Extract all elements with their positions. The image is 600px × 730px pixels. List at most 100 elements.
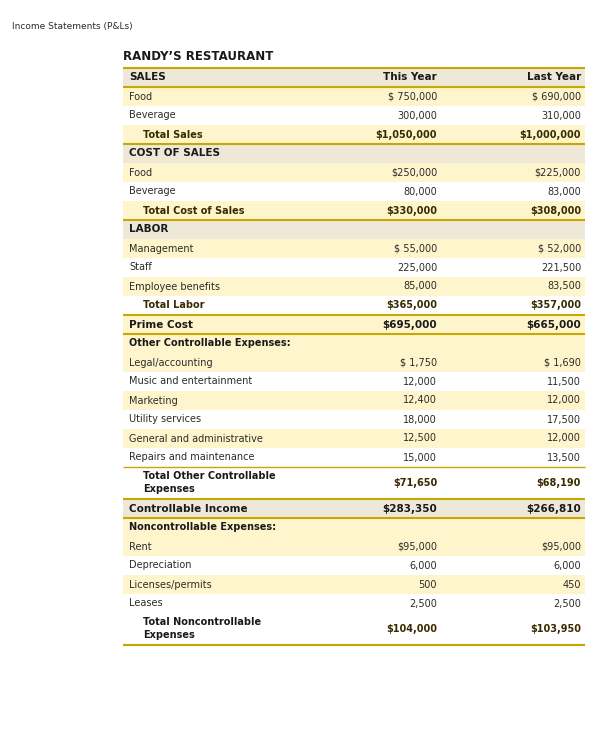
Text: Repairs and maintenance: Repairs and maintenance: [129, 453, 254, 463]
Text: Noncontrollable Expenses:: Noncontrollable Expenses:: [129, 523, 276, 532]
Text: Beverage: Beverage: [129, 186, 176, 196]
Bar: [123, 315, 585, 334]
Bar: [123, 87, 585, 106]
Bar: [123, 467, 585, 499]
Text: Expenses: Expenses: [143, 484, 195, 493]
Text: Marketing: Marketing: [129, 396, 178, 405]
Text: 11,500: 11,500: [547, 377, 581, 386]
Bar: [123, 594, 585, 613]
Text: $250,000: $250,000: [391, 167, 437, 177]
Bar: [123, 239, 585, 258]
Bar: [123, 68, 585, 87]
Bar: [123, 499, 585, 518]
Text: COST OF SALES: COST OF SALES: [129, 148, 220, 158]
Text: Food: Food: [129, 167, 152, 177]
Bar: [123, 277, 585, 296]
Text: Employee benefits: Employee benefits: [129, 282, 220, 291]
Text: Music and entertainment: Music and entertainment: [129, 377, 252, 386]
Text: Total Sales: Total Sales: [143, 129, 203, 139]
Text: $95,000: $95,000: [541, 542, 581, 551]
Text: Income Statements (P&Ls): Income Statements (P&Ls): [12, 22, 133, 31]
Text: Rent: Rent: [129, 542, 152, 551]
Text: 300,000: 300,000: [397, 110, 437, 120]
Text: Licenses/permits: Licenses/permits: [129, 580, 212, 590]
Bar: [123, 201, 585, 220]
Text: 12,000: 12,000: [547, 396, 581, 405]
Text: Total Noncontrollable: Total Noncontrollable: [143, 617, 261, 627]
Bar: [123, 537, 585, 556]
Text: $1,000,000: $1,000,000: [520, 129, 581, 139]
Bar: [123, 556, 585, 575]
Text: $283,350: $283,350: [382, 504, 437, 513]
Text: $357,000: $357,000: [530, 301, 581, 310]
Text: $ 1,690: $ 1,690: [544, 358, 581, 367]
Text: $266,810: $266,810: [526, 504, 581, 513]
Text: $ 750,000: $ 750,000: [388, 91, 437, 101]
Text: Depreciation: Depreciation: [129, 561, 191, 571]
Text: Food: Food: [129, 91, 152, 101]
Text: 221,500: 221,500: [541, 263, 581, 272]
Text: 225,000: 225,000: [397, 263, 437, 272]
Text: This Year: This Year: [383, 72, 437, 82]
Bar: [123, 448, 585, 467]
Text: Management: Management: [129, 244, 193, 253]
Bar: [123, 163, 585, 182]
Bar: [123, 144, 585, 163]
Text: $665,000: $665,000: [526, 320, 581, 329]
Text: Prime Cost: Prime Cost: [129, 320, 193, 329]
Bar: [123, 353, 585, 372]
Text: Beverage: Beverage: [129, 110, 176, 120]
Text: Controllable Income: Controllable Income: [129, 504, 248, 513]
Text: $225,000: $225,000: [535, 167, 581, 177]
Text: 12,500: 12,500: [403, 434, 437, 444]
Bar: [123, 429, 585, 448]
Text: $71,650: $71,650: [393, 478, 437, 488]
Text: Total Cost of Sales: Total Cost of Sales: [143, 206, 245, 215]
Text: $95,000: $95,000: [397, 542, 437, 551]
Bar: [123, 296, 585, 315]
Text: $1,050,000: $1,050,000: [376, 129, 437, 139]
Text: Expenses: Expenses: [143, 630, 195, 639]
Text: Utility services: Utility services: [129, 415, 201, 425]
Text: General and administrative: General and administrative: [129, 434, 263, 444]
Text: $330,000: $330,000: [386, 206, 437, 215]
Bar: [123, 182, 585, 201]
Text: $308,000: $308,000: [530, 206, 581, 215]
Text: 83,000: 83,000: [547, 186, 581, 196]
Text: Leases: Leases: [129, 599, 163, 609]
Text: $ 690,000: $ 690,000: [532, 91, 581, 101]
Bar: [123, 106, 585, 125]
Text: $ 1,750: $ 1,750: [400, 358, 437, 367]
Text: 450: 450: [563, 580, 581, 590]
Text: 80,000: 80,000: [403, 186, 437, 196]
Text: Other Controllable Expenses:: Other Controllable Expenses:: [129, 339, 290, 348]
Text: $103,950: $103,950: [530, 624, 581, 634]
Bar: [123, 613, 585, 645]
Text: Last Year: Last Year: [527, 72, 581, 82]
Text: 12,000: 12,000: [403, 377, 437, 386]
Text: 6,000: 6,000: [553, 561, 581, 571]
Text: Staff: Staff: [129, 263, 152, 272]
Text: $365,000: $365,000: [386, 301, 437, 310]
Text: 2,500: 2,500: [409, 599, 437, 609]
Text: 500: 500: [419, 580, 437, 590]
Text: $ 55,000: $ 55,000: [394, 244, 437, 253]
Text: $695,000: $695,000: [382, 320, 437, 329]
Text: $68,190: $68,190: [536, 478, 581, 488]
Text: 13,500: 13,500: [547, 453, 581, 463]
Text: 310,000: 310,000: [541, 110, 581, 120]
Bar: [123, 575, 585, 594]
Text: $ 52,000: $ 52,000: [538, 244, 581, 253]
Text: 17,500: 17,500: [547, 415, 581, 425]
Text: Total Labor: Total Labor: [143, 301, 205, 310]
Text: 83,500: 83,500: [547, 282, 581, 291]
Text: 18,000: 18,000: [403, 415, 437, 425]
Bar: [123, 410, 585, 429]
Text: Total Other Controllable: Total Other Controllable: [143, 471, 275, 481]
Text: 2,500: 2,500: [553, 599, 581, 609]
Text: 85,000: 85,000: [403, 282, 437, 291]
Bar: [123, 391, 585, 410]
Text: 15,000: 15,000: [403, 453, 437, 463]
Bar: [123, 518, 585, 537]
Text: RANDY’S RESTAURANT: RANDY’S RESTAURANT: [123, 50, 274, 63]
